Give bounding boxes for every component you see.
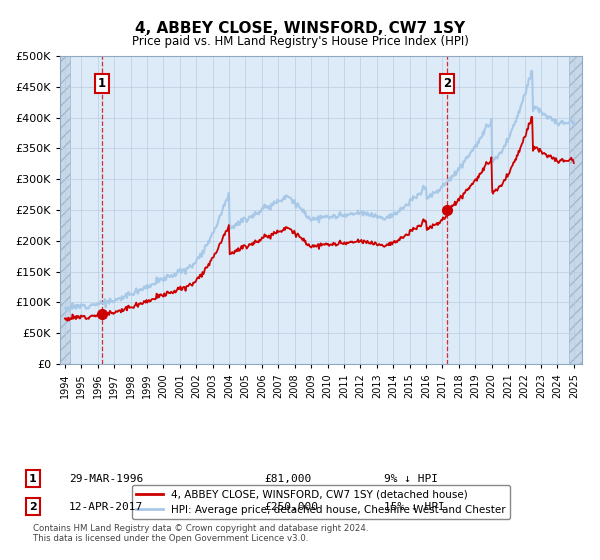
Text: £81,000: £81,000 [264,474,311,484]
Text: 2: 2 [443,77,451,90]
Bar [569,56,582,364]
Text: 12-APR-2017: 12-APR-2017 [69,502,143,512]
Text: 4, ABBEY CLOSE, WINSFORD, CW7 1SY: 4, ABBEY CLOSE, WINSFORD, CW7 1SY [135,21,465,36]
Text: £250,000: £250,000 [264,502,318,512]
Bar [60,56,70,364]
Text: Contains HM Land Registry data © Crown copyright and database right 2024.
This d: Contains HM Land Registry data © Crown c… [33,524,368,543]
Text: 29-MAR-1996: 29-MAR-1996 [69,474,143,484]
Text: 1: 1 [97,77,106,90]
Text: 15% ↓ HPI: 15% ↓ HPI [384,502,445,512]
Text: 1: 1 [29,474,37,484]
Text: Price paid vs. HM Land Registry's House Price Index (HPI): Price paid vs. HM Land Registry's House … [131,35,469,48]
Text: 9% ↓ HPI: 9% ↓ HPI [384,474,438,484]
Legend: 4, ABBEY CLOSE, WINSFORD, CW7 1SY (detached house), HPI: Average price, detached: 4, ABBEY CLOSE, WINSFORD, CW7 1SY (detac… [133,486,509,519]
Text: 2: 2 [29,502,37,512]
